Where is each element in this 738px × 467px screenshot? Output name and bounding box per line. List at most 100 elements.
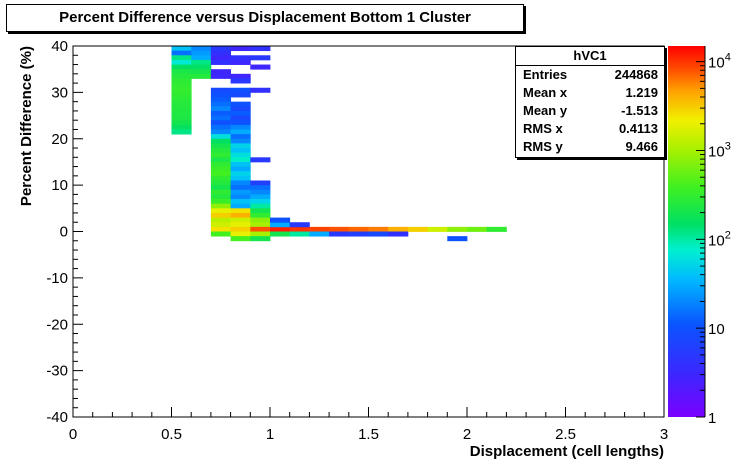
heatmap-cell [250,194,271,200]
heatmap-cell [230,59,251,65]
heatmap-cell [250,180,271,186]
heatmap-cell [230,157,251,163]
heatmap-cell [210,171,231,177]
heatmap-cell [230,55,251,61]
heatmap-cell [171,87,192,93]
heatmap-cell [191,69,212,75]
heatmap-cell [210,101,231,107]
heatmap-cell [210,115,231,121]
heatmap-cell [210,73,231,79]
x-tick-label: 0 [69,426,77,443]
heatmap-cell [210,110,231,116]
heatmap-cell [210,166,231,172]
heatmap-cell [210,157,231,163]
heatmap-cell [250,231,271,237]
stats-row-mean-y: Mean y -1.513 [516,102,664,120]
heatmap-cell [230,129,251,135]
heatmap-cell [250,55,271,61]
chart-title: Percent Difference versus Displacement B… [59,9,471,26]
heatmap-cell [171,106,192,112]
heatmap-cell [171,73,192,79]
heatmap-cell [230,194,251,200]
heatmap-cell [250,185,271,191]
axes: 0 0.5 1 1.5 2 2.5 3 -40 -30 -20 -10 0 10 20 30 40 Displa… [18,38,668,460]
stats-value: -1.513 [621,103,658,118]
heatmap-cell [270,217,291,223]
heatmap-cell [171,78,192,84]
heatmap-cell [171,69,192,75]
heatmap-cell [486,226,507,232]
x-tick-label: 0.5 [161,426,182,443]
heatmap-cell [191,46,212,52]
stats-key: RMS y [523,139,563,154]
heatmap-cell [230,110,251,116]
heatmap-cell [210,46,231,52]
heatmap-cell [191,55,212,61]
heatmap-cell [230,226,251,232]
heatmap-cell [210,222,231,228]
stats-row-rms-y: RMS y 9.466 [516,138,664,156]
heatmap-cell [250,157,271,163]
heatmap-cell [230,73,251,79]
heatmap-cell [210,129,231,135]
stats-value: 9.466 [625,139,658,154]
y-tick-label: -30 [46,363,68,380]
heatmap-cell [171,64,192,70]
y-tick-label: 0 [60,224,68,241]
heatmap-cell [210,59,231,65]
y-tick-label: 40 [51,38,68,55]
heatmap-cell [329,226,350,232]
heatmap-cell [250,217,271,223]
heatmap-cell [210,199,231,205]
heatmap-cell [210,194,231,200]
heatmap-cell [447,236,468,242]
heatmap-cell [171,83,192,89]
heatmap-cell [210,143,231,149]
heatmap-cell [250,226,271,232]
heatmap-cell [171,97,192,103]
heatmap-cell [289,222,310,228]
heatmap-cell [270,222,291,228]
heatmap-cell [210,203,231,209]
x-tick-label: 2.5 [555,426,576,443]
color-scale-label: 104 [708,52,731,72]
heatmap-cell [210,217,231,223]
heatmap-cell [171,101,192,107]
heatmap-cell [230,115,251,121]
heatmap-cell [447,226,468,232]
heatmap-cell [289,226,310,232]
heatmap-cell [210,152,231,158]
heatmap-cell [210,161,231,167]
heatmap-cell [230,189,251,195]
y-tick-label: 20 [51,131,68,148]
heatmap-cell [230,152,251,158]
heatmap-cell [230,92,251,98]
heatmap-cell [210,106,231,112]
stats-box-title: hVC1 [516,47,664,66]
heatmap-cell [210,212,231,218]
x-tick-label: 3 [660,426,668,443]
heatmap-cell [210,180,231,186]
heatmap-cell [230,185,251,191]
heatmap-cell [171,120,192,126]
heatmap-cell [250,189,271,195]
heatmap-cell [250,236,271,242]
heatmap-cell [230,212,251,218]
heatmap-cell [309,231,330,237]
y-tick-label: 30 [51,84,68,101]
heatmap-cell [388,231,409,237]
heatmap-cell [230,180,251,186]
heatmap-cell [270,231,291,237]
heatmap-cell [329,231,350,237]
heatmap-cell [388,226,409,232]
heatmap-cell [230,120,251,126]
y-tick-label: 10 [51,177,68,194]
heatmap-cell [171,55,192,61]
heatmap-cell [230,175,251,181]
heatmap-cell [210,124,231,130]
x-tick-label: 1.5 [358,426,379,443]
color-scale-label: 103 [708,140,731,160]
heatmap-cell [230,134,251,140]
color-scale-label: 102 [708,229,731,249]
